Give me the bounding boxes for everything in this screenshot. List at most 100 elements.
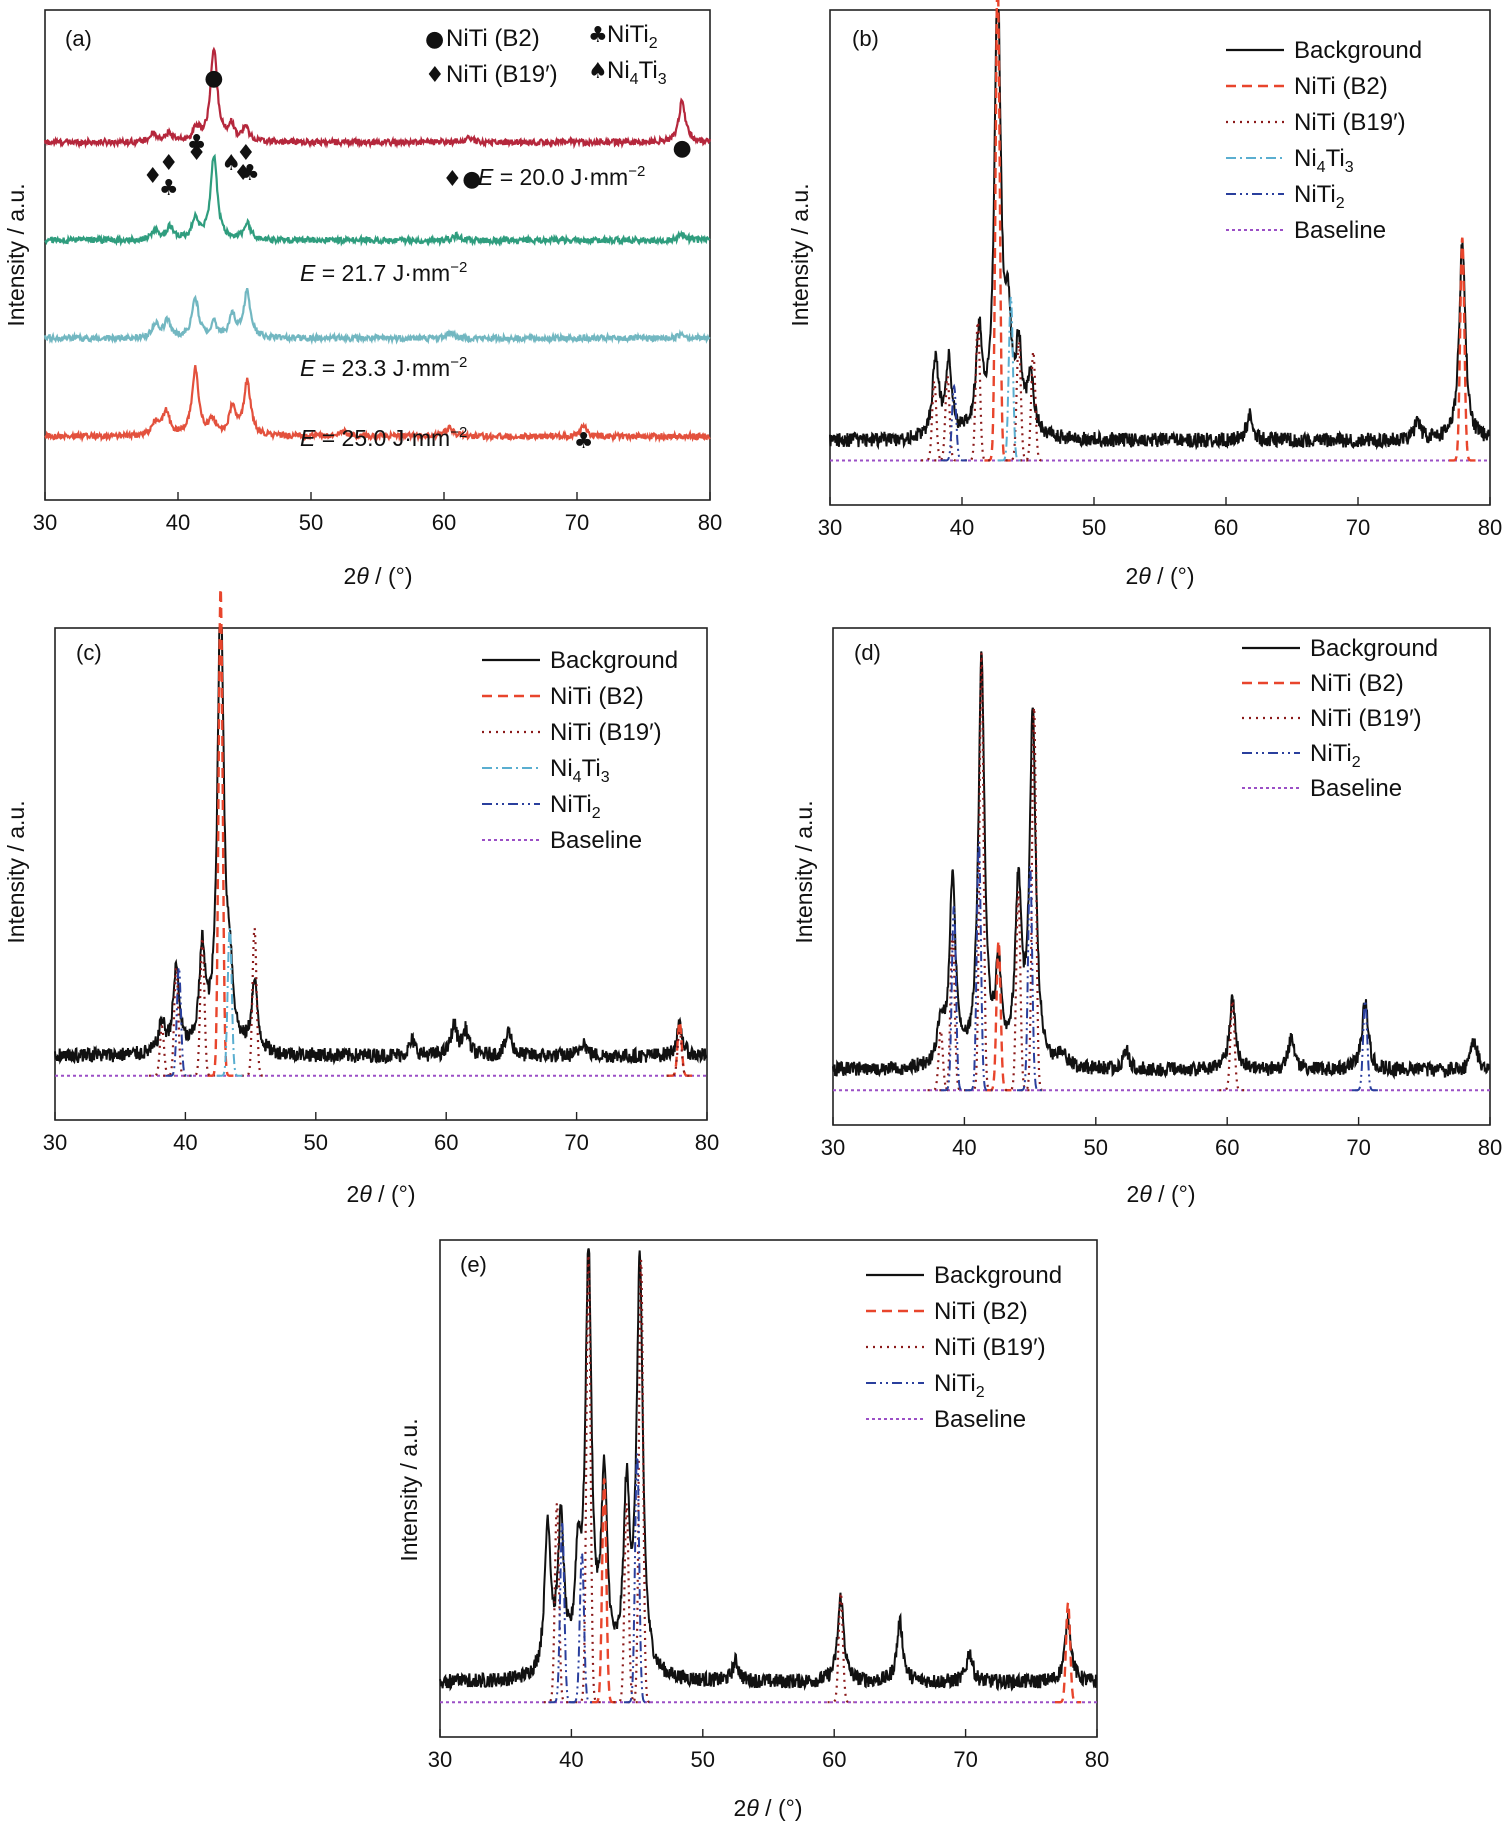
background-pattern xyxy=(832,651,1491,1080)
x-tick-label: 80 xyxy=(1478,1135,1502,1160)
legend-entry: NiTi (B19′) xyxy=(934,1334,1046,1361)
phase-marker-icon: ♣ xyxy=(240,161,260,186)
panel-d-curves xyxy=(832,651,1491,1092)
legend-entry: NiTi2 xyxy=(1294,181,1345,212)
legend-entry: Background xyxy=(550,647,678,674)
panel-a-legend-niti2: NiTi2 xyxy=(607,21,658,52)
panel-d-legend: Background NiTi (B2) NiTi (B19′) NiTi2 Basel… xyxy=(1242,635,1438,802)
panel-b-frame xyxy=(829,9,1491,506)
x-tick-label: 40 xyxy=(952,1135,976,1160)
legend-entry: Background xyxy=(1294,37,1422,64)
panel-e-label: (e) xyxy=(460,1252,487,1277)
phase-marker-icon: ● xyxy=(204,66,223,91)
annotation-21-7: E = 21.7 J·mm−2 xyxy=(300,259,467,286)
xrd-pattern-series xyxy=(44,365,711,444)
panel-e-curves xyxy=(439,1248,1098,1704)
panel-a-x-ticks: 30 40 50 60 70 80 xyxy=(33,492,722,535)
fit-peak xyxy=(1020,707,1047,1092)
fit-peak xyxy=(1219,997,1246,1092)
panel-b: 30 40 50 60 70 80 (b) Intensity / a.u. 2θ / (… xyxy=(787,0,1502,589)
fit-peak xyxy=(921,378,948,462)
x-tick-label: 50 xyxy=(1082,515,1106,540)
panel-a-frame xyxy=(44,9,711,501)
fit-peak xyxy=(1005,337,1032,462)
panel-b-x-ticks: 30 40 50 60 70 80 xyxy=(818,497,1502,540)
panel-a-energy-labels: E = 20.0 J·mm−2 E = 21.7 J·mm−2 E = 23.3… xyxy=(300,163,645,451)
fit-peak xyxy=(827,1588,854,1704)
panel-e-x-ticks: 30 40 50 60 70 80 xyxy=(428,1729,1109,1772)
phase-marker-icon: ♦ xyxy=(187,141,207,166)
panel-c-frame xyxy=(54,627,708,1121)
x-tick-label: 70 xyxy=(565,510,589,535)
fit-peak xyxy=(984,0,1011,462)
x-tick-label: 80 xyxy=(695,1130,719,1155)
annotation-25-0: E = 25.0 J·mm−2 xyxy=(300,424,467,451)
fit-peak xyxy=(627,1259,654,1704)
panel-c: 30 40 50 60 70 80 (c) Intensity / a.u. 2θ / (… xyxy=(3,588,719,1207)
x-tick-label: 30 xyxy=(818,515,842,540)
panel-a: 30 40 50 60 70 80 (a) Intensity / a.u. 2θ / (… xyxy=(3,9,722,589)
x-tick-label: 70 xyxy=(564,1130,588,1155)
fit-peak xyxy=(207,588,234,1077)
panel-c-curves xyxy=(54,588,708,1077)
legend-entry: NiTi2 xyxy=(1310,740,1361,771)
panel-e-frame xyxy=(439,1239,1098,1738)
fit-peak xyxy=(613,1503,640,1704)
panel-e-xlabel: 2θ / (°) xyxy=(734,1795,803,1821)
panel-a-ylabel: Intensity / a.u. xyxy=(3,183,29,326)
x-tick-label: 30 xyxy=(33,510,57,535)
fit-peak xyxy=(997,296,1024,462)
legend-entry: NiTi (B2) xyxy=(1294,73,1388,100)
panel-a-curves xyxy=(43,46,712,444)
x-tick-label: 60 xyxy=(434,1130,458,1155)
legend-entry: Background xyxy=(1310,635,1438,662)
x-tick-label: 80 xyxy=(698,510,722,535)
panel-a-peak-markers: ♦♦♣♦♣●♠♦♦♣●♣♦● xyxy=(143,66,692,454)
panel-e-legend: Background NiTi (B2) NiTi (B19′) NiTi2 Basel… xyxy=(866,1262,1062,1433)
x-tick-label: 70 xyxy=(953,1747,977,1772)
legend-entry: NiTi (B19′) xyxy=(1310,705,1422,732)
x-tick-label: 70 xyxy=(1346,1135,1370,1160)
fit-peak xyxy=(148,1024,175,1077)
panel-a-legend-ni4ti3: Ni4Ti3 xyxy=(607,57,667,88)
legend-entry: Baseline xyxy=(550,827,642,854)
panel-c-x-ticks: 30 40 50 60 70 80 xyxy=(43,1112,719,1155)
annotation-23-3: E = 23.3 J·mm−2 xyxy=(300,354,467,381)
fit-peak xyxy=(1449,237,1476,462)
panel-d-ylabel: Intensity / a.u. xyxy=(791,800,817,943)
fit-peak xyxy=(968,652,995,1092)
fit-peak xyxy=(666,1029,693,1077)
fit-peak xyxy=(1055,1599,1082,1704)
legend-entry: NiTi (B19′) xyxy=(550,719,662,746)
fit-peak xyxy=(624,1453,650,1704)
x-tick-label: 60 xyxy=(1214,515,1238,540)
panel-e-ylabel: Intensity / a.u. xyxy=(396,1418,422,1561)
b19-marker-icon: ♦ xyxy=(425,63,445,88)
background-pattern xyxy=(54,627,708,1066)
fit-peak xyxy=(934,373,961,462)
panel-a-legend-b2: NiTi (B2) xyxy=(446,25,540,52)
legend-entry: Baseline xyxy=(1294,217,1386,244)
legend-entry: Ni4Ti3 xyxy=(1294,145,1354,176)
panel-d: 30 40 50 60 70 80 (d) Intensity / a.u. 2θ / (… xyxy=(791,627,1502,1207)
fit-peak xyxy=(241,927,268,1077)
x-tick-label: 30 xyxy=(43,1130,67,1155)
x-tick-label: 50 xyxy=(299,510,323,535)
x-tick-label: 30 xyxy=(821,1135,845,1160)
background-pattern xyxy=(439,1248,1098,1692)
panel-e: 30 40 50 60 70 80 (e) Intensity / a.u. 2θ / (… xyxy=(396,1239,1109,1821)
fit-peak xyxy=(568,1552,595,1704)
annotation-20-0: E = 20.0 J·mm−2 xyxy=(478,163,645,190)
fit-peak xyxy=(1020,347,1047,462)
phase-marker-icon: ♠ xyxy=(221,151,241,176)
panel-b-ylabel: Intensity / a.u. xyxy=(787,183,813,326)
panel-c-ylabel: Intensity / a.u. xyxy=(3,800,29,943)
x-tick-label: 40 xyxy=(166,510,190,535)
x-tick-label: 80 xyxy=(1085,1747,1109,1772)
fit-peak xyxy=(940,383,967,462)
x-tick-label: 40 xyxy=(950,515,974,540)
panel-c-xlabel: 2θ / (°) xyxy=(347,1181,416,1207)
panel-d-x-ticks: 30 40 50 60 70 80 xyxy=(821,1117,1502,1160)
phase-marker-icon: ♣ xyxy=(574,429,594,454)
